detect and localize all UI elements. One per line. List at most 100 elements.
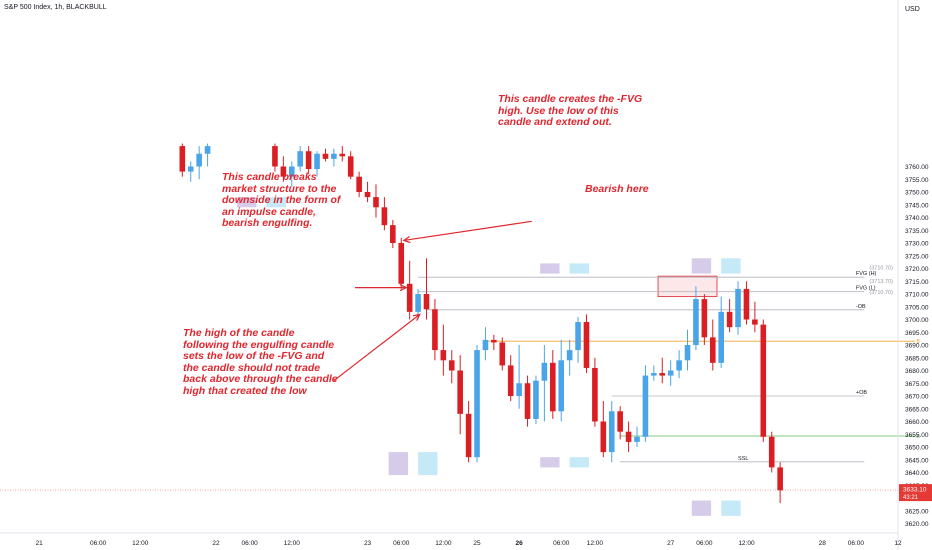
time-tick-label: 23 — [364, 540, 372, 547]
level-label-fvg-low: FVG (L) — [856, 286, 876, 292]
candle — [432, 299, 438, 361]
candle-body — [204, 146, 211, 154]
candle-body — [322, 153, 329, 159]
arrow-head — [412, 313, 421, 321]
level-label-ssl: SSL — [738, 456, 748, 462]
level-label-fvg-high: FVG (H) — [856, 271, 877, 277]
candle-body — [373, 197, 379, 208]
level-label-plus-ob: +OB — [856, 390, 867, 396]
candle — [314, 151, 320, 177]
candle — [701, 294, 708, 345]
candle — [617, 406, 623, 440]
candle — [651, 365, 657, 381]
candle — [693, 286, 699, 351]
candle — [550, 350, 556, 419]
time-tick-label: 06:00 — [696, 540, 713, 547]
candle-body — [440, 350, 447, 361]
price-tick-label: 3675.00 — [905, 381, 929, 388]
candle — [448, 350, 455, 384]
candle-body — [297, 151, 303, 167]
candle-body — [415, 294, 421, 312]
candle-body — [651, 373, 657, 376]
candle — [398, 237, 405, 289]
candle — [752, 301, 758, 333]
candle-body — [406, 283, 413, 312]
time-tick-label: 06:00 — [848, 540, 865, 547]
candle — [204, 143, 211, 167]
candle — [297, 146, 303, 172]
candle-body — [566, 350, 573, 361]
price-tick-label: 3755.00 — [905, 177, 929, 184]
candle — [331, 148, 337, 167]
fvg-value-label: (3713.70) — [869, 279, 893, 285]
arrows-layer — [333, 220, 532, 382]
candle — [280, 156, 287, 182]
candle-body — [600, 421, 607, 453]
fvg-high-arrow — [402, 220, 532, 244]
time-tick-label: 22 — [212, 540, 220, 547]
price-tick-label: 3690.00 — [905, 343, 929, 350]
candle — [272, 143, 278, 172]
candle-body — [432, 309, 438, 351]
candle-body — [381, 207, 388, 226]
price-tick-label: 3625.00 — [905, 508, 929, 515]
current-price-value: 3633.10 — [903, 487, 927, 494]
candle-body — [179, 146, 186, 172]
candle — [583, 314, 590, 374]
session-box-purple — [540, 263, 560, 274]
candle — [305, 146, 312, 175]
candle — [406, 260, 413, 320]
time-tick-label: 06:00 — [393, 540, 410, 547]
price-tick-label: 3645.00 — [905, 457, 929, 464]
candle-body — [482, 339, 489, 351]
price-tick-label: 3695.00 — [905, 330, 929, 337]
candle-body — [760, 324, 767, 437]
price-tick-label: 3710.00 — [905, 292, 929, 299]
price-tick-label: 3680.00 — [905, 368, 929, 375]
candle-body — [667, 370, 674, 376]
candle — [440, 324, 447, 376]
time-tick-label: 26 — [516, 540, 524, 547]
time-tick-label: 21 — [36, 540, 44, 547]
candle-body — [768, 436, 775, 468]
candle-body — [752, 319, 758, 325]
fvg-low-annotation: The high of the candle following the eng… — [183, 327, 338, 397]
price-tick-label: 3655.00 — [905, 432, 929, 439]
candle-body — [398, 243, 405, 284]
candle — [777, 462, 783, 504]
candle — [659, 357, 666, 384]
arrow-shaft — [333, 313, 421, 382]
time-tick-label: 12:00 — [435, 540, 452, 547]
green-level-marker: B — [917, 434, 921, 440]
fvg-value-label: (3710.70) — [869, 266, 893, 272]
candle — [684, 329, 691, 371]
candle — [516, 345, 522, 409]
candle-body — [726, 311, 733, 328]
time-tick-label: 12:00 — [132, 540, 149, 547]
candle — [339, 146, 346, 162]
candle — [364, 181, 371, 203]
candle-body — [507, 365, 514, 396]
candle — [381, 197, 388, 231]
time-axis[interactable]: 21 06:00 12:00 22 06:00 12:00 23 06:00 12:00 25 26… — [36, 540, 902, 547]
candle — [718, 296, 724, 368]
candles-layer — [179, 143, 783, 504]
session-box-purple — [691, 258, 712, 274]
candle-body — [280, 166, 287, 177]
candle-body — [305, 151, 312, 170]
time-tick-label: 12:00 — [587, 540, 604, 547]
price-tick-label: 3745.00 — [905, 202, 929, 209]
price-tick-label: 3725.00 — [905, 253, 929, 260]
session-box-purple — [237, 197, 257, 208]
candle-body — [608, 411, 615, 453]
candle-body — [575, 322, 581, 351]
candle — [558, 339, 565, 422]
candle-body — [701, 299, 708, 338]
time-tick-label: 12:00 — [738, 540, 755, 547]
candle — [373, 184, 379, 218]
candle-body — [676, 360, 682, 371]
candle-body — [364, 192, 371, 198]
